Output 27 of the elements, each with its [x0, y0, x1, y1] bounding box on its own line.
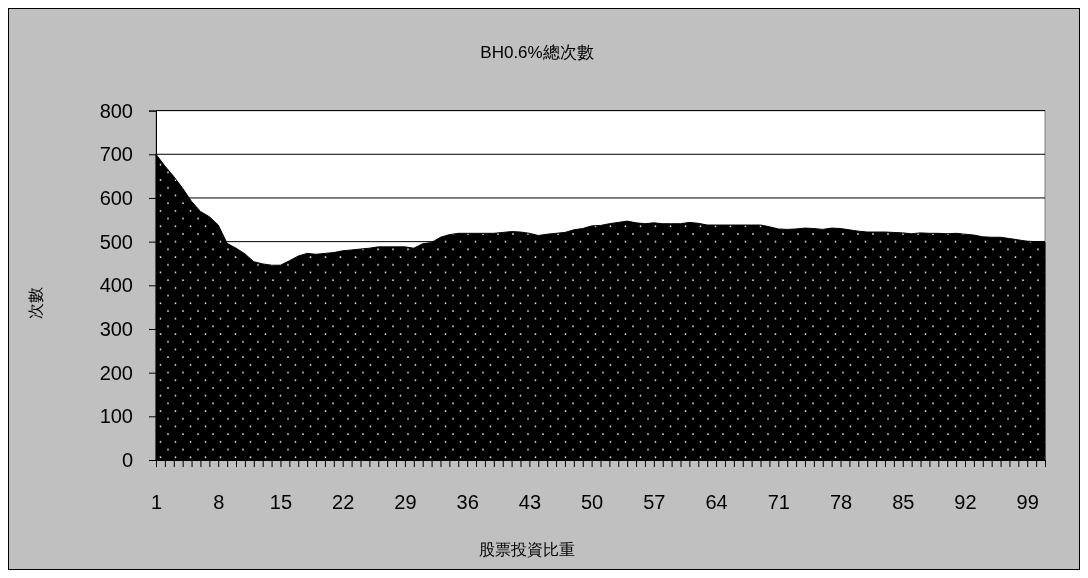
x-tick-label: 29 — [394, 491, 417, 514]
x-tick-label: 22 — [332, 491, 355, 514]
x-tick-label: 36 — [456, 491, 479, 514]
y-tick-label: 600 — [99, 186, 133, 209]
x-tick-label: 78 — [829, 491, 853, 514]
x-tick-label: 99 — [1016, 491, 1039, 514]
y-tick-label: 200 — [99, 361, 133, 384]
x-tick-label: 15 — [269, 491, 293, 514]
x-tick-label: 64 — [705, 491, 728, 514]
x-tick-label: 57 — [643, 491, 666, 514]
x-tick-label: 43 — [518, 491, 542, 514]
y-axis-title: 次數 — [27, 287, 44, 320]
x-tick-label: 1 — [150, 491, 163, 514]
x-axis-title: 股票投資比重 — [479, 541, 575, 558]
chart-title: BH0.6%總次數 — [480, 43, 594, 62]
x-tick-label: 8 — [213, 491, 225, 514]
x-tick-label: 92 — [954, 491, 977, 514]
y-tick-label: 300 — [99, 317, 133, 340]
y-tick-label: 0 — [121, 448, 133, 471]
y-tick-label: 500 — [99, 230, 133, 253]
y-tick-label: 100 — [99, 405, 133, 428]
x-tick-label: 50 — [580, 491, 604, 514]
y-tick-label: 800 — [99, 99, 133, 122]
y-tick-label: 400 — [99, 274, 133, 297]
x-tick-label: 71 — [767, 491, 790, 514]
x-tick-label: 85 — [892, 491, 915, 514]
y-tick-label: 700 — [99, 143, 133, 166]
